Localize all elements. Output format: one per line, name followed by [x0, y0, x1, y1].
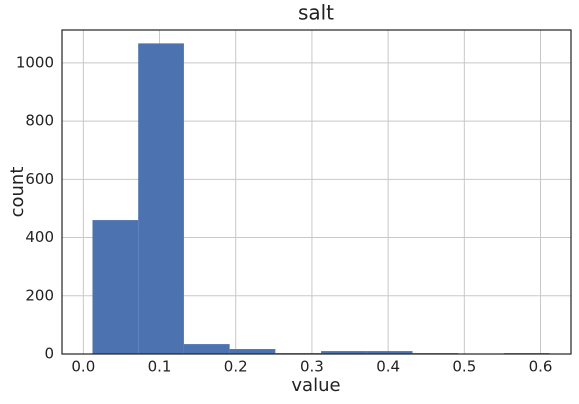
histogram-bar	[92, 220, 139, 354]
chart-title: salt	[298, 1, 334, 25]
y-tick-label: 0	[44, 345, 54, 363]
x-tick-label: 0.2	[224, 358, 248, 376]
x-tick-label: 0.0	[71, 358, 95, 376]
histogram-bar	[366, 351, 413, 354]
y-tick-label: 1000	[16, 53, 54, 71]
histogram-bar	[183, 344, 230, 354]
histogram-bar	[229, 349, 276, 354]
x-axis-label: value	[291, 375, 340, 396]
y-tick-label: 200	[25, 286, 54, 304]
histogram-bar	[321, 351, 367, 354]
x-tick-label: 0.4	[376, 358, 400, 376]
plot-frame	[61, 29, 572, 355]
y-axis-label: count	[7, 167, 28, 218]
x-tick-label: 0.1	[148, 358, 172, 376]
y-tick-label: 600	[25, 170, 54, 188]
x-tick-label: 0.5	[452, 358, 476, 376]
y-tick-label: 400	[25, 228, 54, 246]
y-tick-label: 800	[25, 112, 54, 130]
x-tick-label: 0.6	[529, 358, 553, 376]
histogram-bar	[138, 43, 184, 354]
x-tick-label: 0.3	[300, 358, 324, 376]
